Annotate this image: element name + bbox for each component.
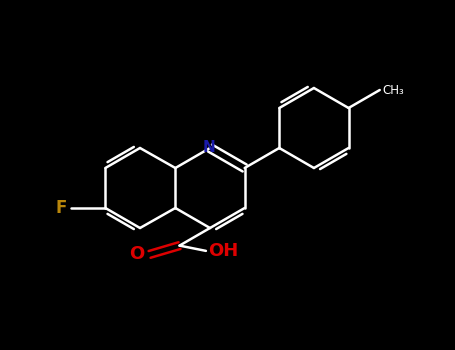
Text: F: F [56,199,67,217]
Text: OH: OH [208,242,238,260]
Text: N: N [202,140,215,154]
Text: CH₃: CH₃ [383,84,404,97]
Text: O: O [129,245,145,264]
